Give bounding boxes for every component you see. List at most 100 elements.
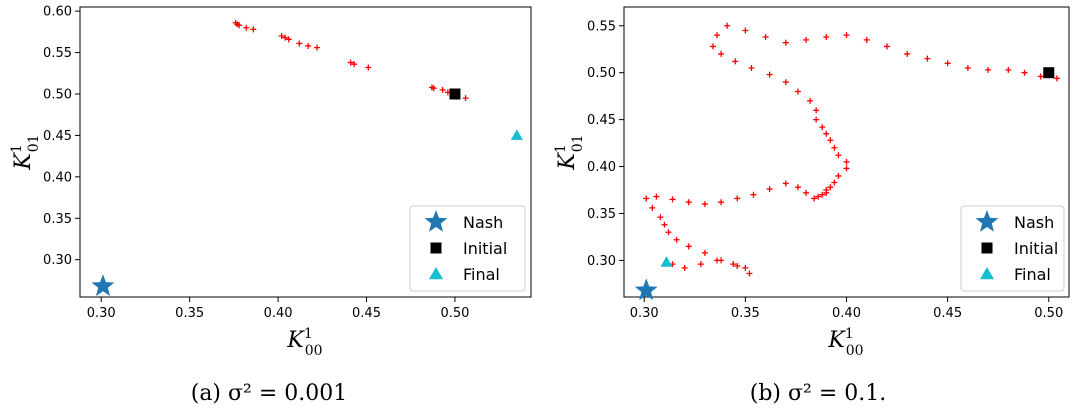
y-tick-label: 0.40 [587,160,616,175]
trajectory-point [685,199,692,206]
y-axis-label: K101 [553,134,586,170]
y-axis-ticks: 0.30 0.35 0.40 0.45 0.50 0.55 0.60 [43,5,80,268]
trajectory-point [904,50,911,57]
trajectory-point [831,144,838,151]
legend: Nash Initial Final [409,205,526,292]
trajectory-point [750,191,757,198]
trajectory-point [742,27,749,34]
trajectory-point [746,270,753,277]
trajectory-point [714,32,721,39]
trajectory-point [685,243,692,250]
special-points [91,88,523,296]
trajectory-point [782,79,789,86]
trajectory-point [697,261,704,268]
x-tick-label: 0.35 [731,306,760,321]
caption-b: (b) σ² = 0.1. [750,381,886,406]
trajectory-point [305,42,312,49]
y-tick-label: 0.50 [587,66,616,81]
trajectory-point [794,88,801,95]
final-point [510,129,523,140]
special-points [634,67,1055,301]
x-tick-label: 0.30 [87,306,116,321]
x-axis-label: K1 00 [286,326,322,359]
trajectory-point [665,229,672,236]
trajectory-point [724,22,731,29]
trajectory-point [831,179,838,186]
legend-label-initial: Initial [1014,239,1058,258]
trajectory-point [1021,69,1028,76]
trajectory-series [232,19,469,102]
trajectory-point [278,33,285,39]
trajectory-point [681,264,688,271]
legend-marker-initial [981,242,993,254]
trajectory-point [813,107,820,114]
trajectory-point [714,257,721,264]
trajectory-point [710,43,716,50]
trajectory-point [815,193,822,200]
initial-point [1043,67,1055,79]
trajectory-point [661,221,668,228]
caption-a: (a) σ² = 0.001 [191,381,348,406]
y-tick-label: 0.40 [43,170,72,185]
trajectory-point [811,195,818,202]
trajectory-point [313,44,320,51]
x-tick-label: 0.45 [933,306,962,321]
nash-point [634,278,658,301]
initial-point [449,88,461,100]
trajectory-point [1053,75,1060,82]
legend-label-final: Final [1014,265,1051,284]
trajectory-point [883,43,890,50]
x-tick-label: 0.45 [352,306,381,321]
trajectory-point [742,264,749,271]
trajectory-point [823,130,830,137]
y-axis-ticks: 0.30 0.35 0.40 0.45 0.50 0.55 [587,19,624,269]
trajectory-point [1005,66,1012,73]
y-tick-label: 0.55 [43,46,72,61]
x-axis-ticks: 0.30 0.35 0.40 0.45 0.50 [630,297,1063,321]
trajectory-point [827,184,834,191]
trajectory-point [669,196,676,203]
y-tick-label: 0.55 [587,19,616,34]
trajectory-point [285,36,292,43]
final-point [660,256,673,267]
trajectory-point [782,180,789,187]
trajectory-series [643,22,1060,277]
trajectory-point [347,59,354,66]
trajectory-point [835,152,842,159]
trajectory-point [762,34,769,41]
trajectory-point [843,158,850,165]
trajectory-point [823,189,830,196]
panel-b: 0.30 0.35 0.40 0.45 0.50 0.30 0.35 0.40 0.45 0.5… [553,6,1070,406]
trajectory-point [944,60,951,67]
x-tick-label: 0.50 [440,306,469,321]
trajectory-point [819,124,826,131]
trajectory-point [823,34,830,41]
x-tick-label: 0.30 [630,306,659,321]
legend-marker-final [980,267,994,280]
trajectory-point [813,116,820,123]
y-tick-label: 0.35 [587,207,616,222]
trajectory-point [1037,73,1044,80]
trajectory-point [924,55,931,62]
trajectory-point [718,199,725,206]
x-axis-ticks: 0.30 0.35 0.40 0.45 0.50 [87,297,469,321]
trajectory-point [243,24,250,31]
trajectory-point [794,184,801,191]
x-tick-label: 0.50 [1034,306,1063,321]
nash-point [91,274,115,296]
trajectory-point [843,32,850,39]
trajectory-point [819,191,826,198]
legend-label-nash: Nash [1014,213,1054,232]
trajectory-point [807,97,814,104]
trajectory-point [863,36,870,43]
trajectory-point [643,195,650,202]
legend-marker-nash [975,210,999,232]
x-tick-label: 0.35 [175,306,204,321]
trajectory-point [701,249,708,256]
x-axis-label: K1 00 [827,326,863,359]
trajectory-point [430,85,437,92]
y-tick-label: 0.35 [43,212,72,227]
trajectory-point [673,236,680,243]
trajectory-point [734,263,741,270]
